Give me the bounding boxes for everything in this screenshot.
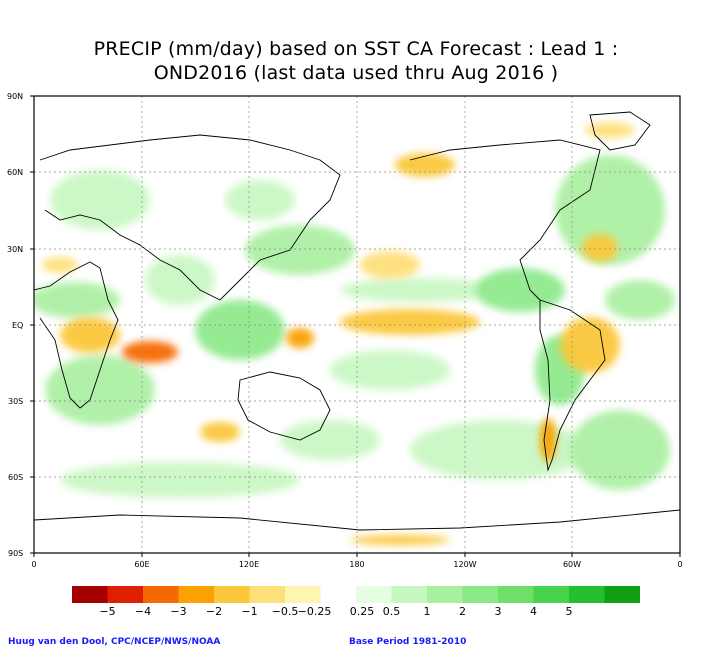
colorbar-label: 0.5 (383, 605, 401, 618)
coast-australia (237, 371, 331, 441)
colorbar-label: −1 (241, 605, 257, 618)
wet-patch-southern-ocean-west (60, 462, 300, 498)
wet-anomaly-patches (34, 155, 675, 498)
dry-patch-alaska (395, 153, 455, 177)
wet-patch-west-pacific (245, 225, 355, 275)
lon-label-60w: 60W (563, 560, 581, 569)
colorbar-label: −0.5 (272, 605, 299, 618)
lon-label-120w: 120W (453, 560, 476, 569)
dry-patch-amazon (560, 317, 620, 373)
dry-patch-hawaii (360, 251, 420, 279)
dry-patch-sahara (42, 257, 78, 273)
colorbar-swatch (462, 586, 498, 603)
coast-south-america (539, 299, 606, 472)
coast-eurasia (39, 134, 341, 301)
colorbar-swatch (569, 586, 605, 603)
dry-patch-indian-ocean (122, 341, 178, 363)
lat-label-eq: EQ (12, 321, 23, 330)
credit-author: Huug van den Dool, CPC/NCEP/NWS/NOAA (8, 637, 221, 647)
lat-label-90n: 90N (7, 92, 23, 101)
lon-label-120e: 120E (239, 560, 259, 569)
latitude-axis: 90N 60N 30N EQ 30S 60S 90S (7, 92, 34, 558)
wet-patch-southern-ocean-east (410, 420, 590, 480)
colorbar-swatch (143, 586, 179, 603)
dry-patch-new-guinea (286, 328, 314, 348)
map-title-line1: PRECIP (mm/day) based on SST CA Forecast… (93, 38, 619, 60)
lon-label-0-left: 0 (31, 560, 36, 569)
graticule (34, 96, 680, 553)
dry-patch-central-pacific (340, 309, 480, 335)
wet-patch-arabian-sea (145, 255, 215, 305)
lat-label-30n: 30N (7, 245, 23, 254)
wet-patch-tropical-atlantic (605, 280, 675, 320)
colorbar-swatch (285, 586, 321, 603)
wet-patch-africa-north (34, 282, 120, 318)
wet-patch-maritime-continent (195, 300, 285, 360)
colorbar-label: 4 (530, 605, 537, 618)
lon-label-60e: 60E (134, 560, 149, 569)
dry-patch-patagonia (540, 418, 556, 462)
colorbar-label: −0.25 (298, 605, 332, 618)
colorbar: −5 −4 −3 −2 −1 −0.5 −0.25 0.25 0.5 1 2 3 4 5 (72, 586, 640, 618)
colorbar-swatch (249, 586, 285, 603)
colorbar-swatch (427, 586, 463, 603)
wet-patch-south-atlantic-east (570, 410, 670, 490)
lon-label-0-right: 0 (677, 560, 682, 569)
map-title-line2: OND2016 (last data used thru Aug 2016 ) (153, 62, 559, 84)
wet-patch-north-pacific-itcz (340, 278, 500, 302)
lat-label-30s: 30S (8, 397, 23, 406)
dry-patch-east-africa (60, 317, 120, 353)
colorbar-swatch (356, 586, 392, 603)
wet-patch-south-pacific (330, 350, 450, 390)
colorbar-swatch (107, 586, 143, 603)
map-plot-area (34, 96, 680, 553)
colorbar-label: 5 (566, 605, 573, 618)
colorbar-label: −5 (99, 605, 115, 618)
wet-patch-east-asia (225, 180, 295, 220)
lat-label-60n: 60N (7, 168, 23, 177)
wet-patch-central-america (475, 268, 565, 312)
colorbar-label: −2 (206, 605, 222, 618)
dry-patch-greenland (585, 122, 635, 138)
dry-patch-antarctic (350, 535, 450, 545)
colorbar-swatch (391, 586, 427, 603)
dry-patch-australia-west (200, 422, 240, 442)
colorbar-label: −4 (135, 605, 151, 618)
colorbar-swatch (178, 586, 214, 603)
coast-north-america (409, 139, 601, 301)
wet-patch-europe (50, 170, 150, 230)
colorbar-swatch (604, 586, 640, 603)
colorbar-label: 0.25 (350, 605, 375, 618)
lat-label-90s: 90S (8, 549, 23, 558)
colorbar-label: −3 (170, 605, 186, 618)
coastlines (34, 111, 680, 531)
colorbar-swatch (320, 586, 356, 603)
lon-label-180: 180 (349, 560, 364, 569)
colorbar-swatch (72, 586, 108, 603)
credit-base-period: Base Period 1981-2010 (349, 637, 467, 647)
colorbar-swatch (498, 586, 534, 603)
wet-patch-south-atlantic (45, 355, 155, 425)
colorbar-label: 3 (495, 605, 502, 618)
colorbar-swatch (214, 586, 250, 603)
colorbar-label: 1 (424, 605, 431, 618)
wet-patch-tasman (280, 420, 380, 460)
colorbar-swatch (533, 586, 569, 603)
colorbar-label: 2 (459, 605, 466, 618)
coast-africa (34, 261, 119, 409)
dry-patch-north-atlantic-subtropic (582, 234, 618, 262)
lat-label-60s: 60S (8, 473, 23, 482)
longitude-axis: 0 60E 120E 180 120W 60W 0 (31, 553, 683, 569)
coast-antarctica (34, 509, 680, 531)
dry-anomaly-patches (42, 122, 635, 545)
coast-greenland (589, 111, 651, 151)
wet-patch-north-atlantic (555, 155, 665, 265)
